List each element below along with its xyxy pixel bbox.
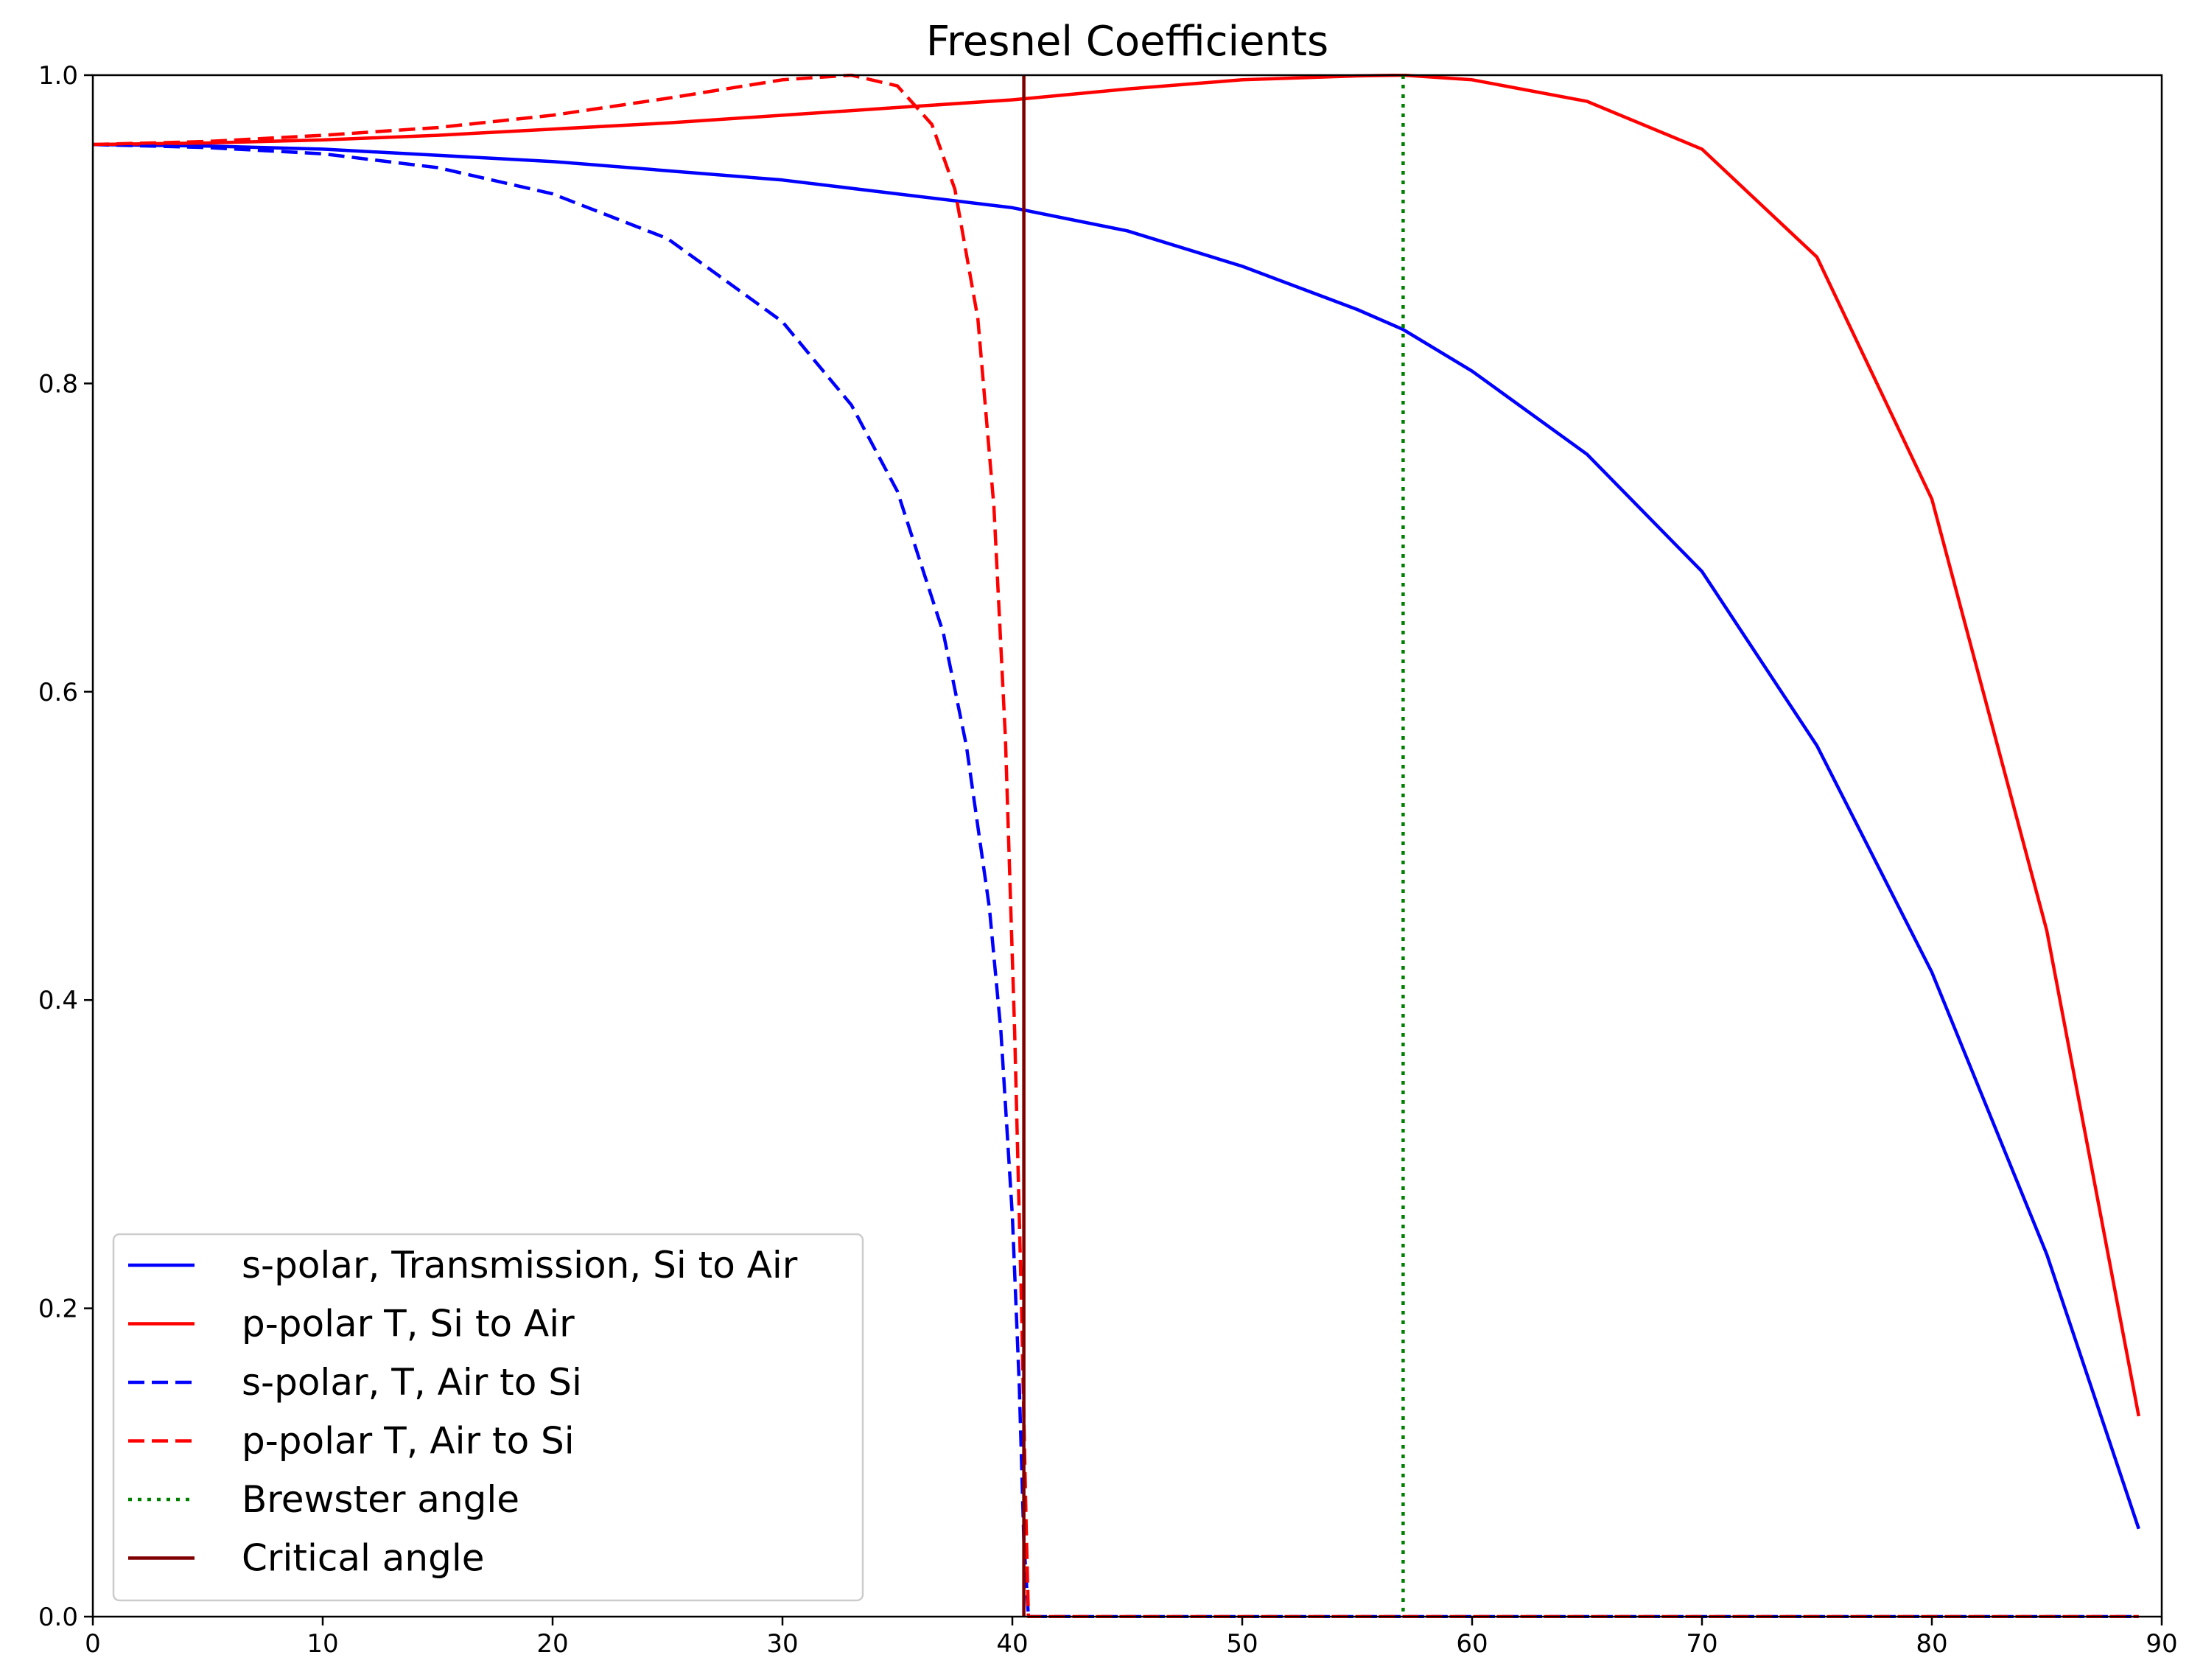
x-tick-label: 70 (1686, 1629, 1717, 1659)
axes: 0 10 20 30 40 50 60 70 80 90 0.0 0.2 0.4 0.6 0.8 1.0 (38, 61, 2178, 1659)
legend-label-brewster-angle: Brewster angle (242, 1478, 519, 1521)
x-tick-label: 50 (1226, 1629, 1258, 1659)
x-tick-label: 90 (2146, 1629, 2177, 1659)
series-line-s-polar-t-air-to-si (93, 142, 2139, 1618)
y-tick-label: 0.6 (38, 678, 78, 707)
series-line-p-polar-t-si-to-air (93, 74, 2141, 1417)
y-tick-label: 0.8 (38, 369, 78, 399)
x-tick-label: 0 (85, 1629, 101, 1659)
axes-frame (91, 74, 2163, 1618)
x-tick-label: 40 (996, 1629, 1028, 1659)
chart-title: Fresnel Coefficients (926, 18, 1328, 66)
x-tick-label: 80 (1916, 1629, 1947, 1659)
x-tick-label: 10 (307, 1629, 338, 1659)
x-tick-label: 20 (536, 1629, 568, 1659)
legend: s-polar, Transmission, Si to Air p-polar … (112, 1233, 864, 1602)
y-tick-label: 0.0 (38, 1603, 78, 1632)
legend-box (112, 1233, 864, 1602)
x-tick-label: 30 (766, 1629, 798, 1659)
series-line-s-polar-transmission-si-to-air (93, 142, 2140, 1530)
legend-label-p-polar-t-si-to-air: p-polar T, Si to Air (242, 1303, 575, 1345)
legend-label-p-polar-t-air-to-si: p-polar T, Air to Si (242, 1420, 575, 1463)
legend-label-s-polar-transmission-si-to-air: s-polar, Transmission, Si to Air (242, 1244, 798, 1287)
legend-label-s-polar-t-air-to-si: s-polar, T, Air to Si (242, 1361, 582, 1404)
y-tick-label: 1.0 (38, 61, 78, 91)
y-tick-label: 0.2 (38, 1295, 78, 1324)
x-tick-label: 60 (1456, 1629, 1488, 1659)
y-tick-label: 0.4 (38, 986, 78, 1015)
legend-label-critical-angle: Critical angle (242, 1537, 485, 1580)
